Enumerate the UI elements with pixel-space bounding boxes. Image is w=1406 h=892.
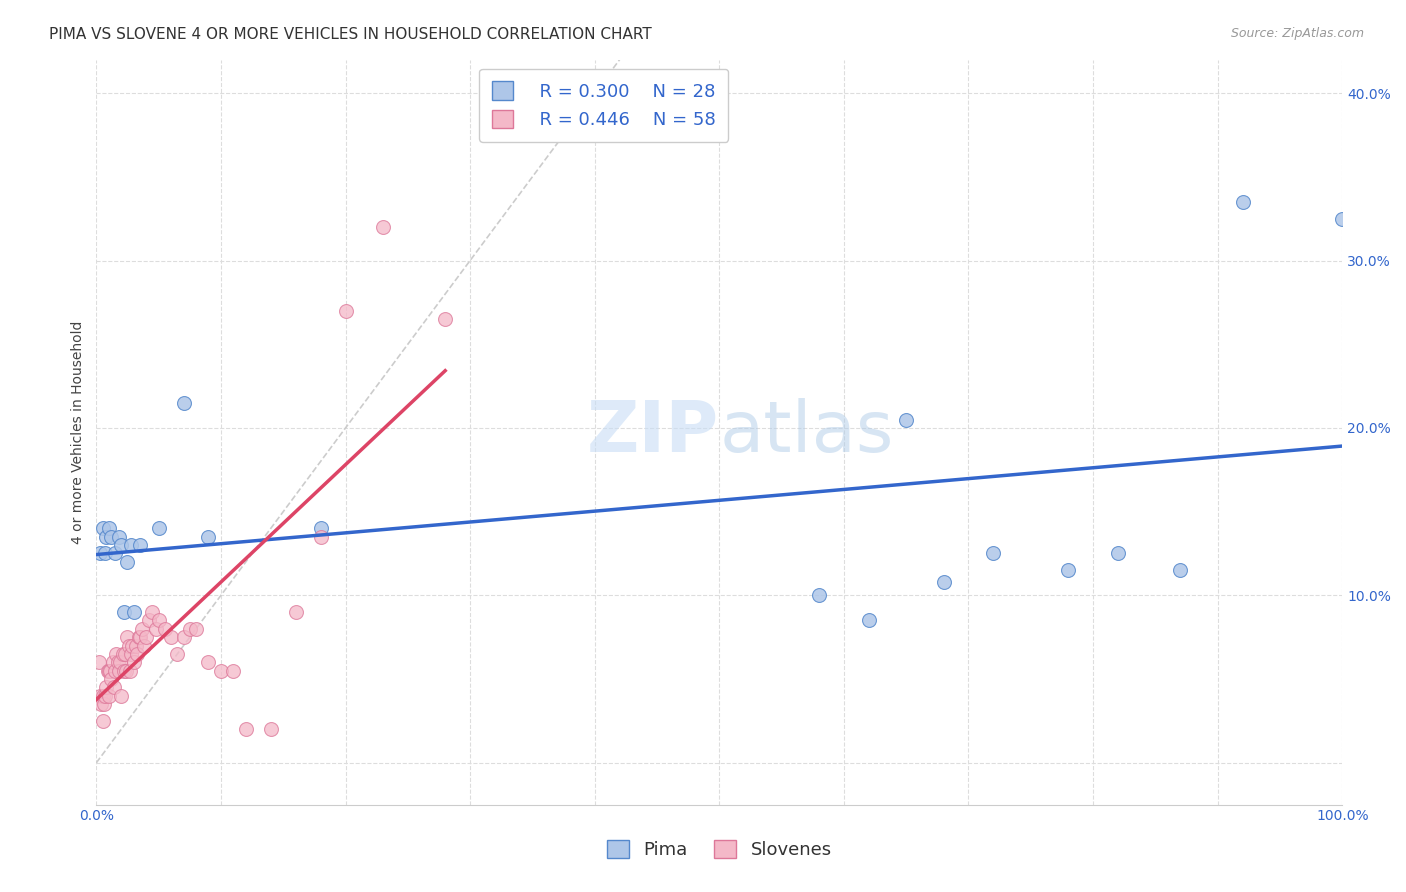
Text: Source: ZipAtlas.com: Source: ZipAtlas.com: [1230, 27, 1364, 40]
Point: [96, 681, 118, 695]
Point: [107, 664, 129, 678]
Point: [90, 697, 112, 711]
Point: [131, 622, 153, 636]
Point: [110, 538, 132, 552]
Point: [91, 714, 114, 728]
Point: [120, 538, 142, 552]
Point: [89, 547, 111, 561]
Legend: Pima, Slovenes: Pima, Slovenes: [596, 829, 842, 870]
Point: [179, 622, 201, 636]
Point: [858, 614, 880, 628]
Point: [97, 689, 120, 703]
Point: [117, 555, 139, 569]
Point: [98, 664, 121, 678]
Point: [125, 639, 148, 653]
Point: [197, 656, 219, 670]
Point: [132, 639, 155, 653]
Point: [197, 530, 219, 544]
Point: [110, 689, 132, 703]
Point: [371, 220, 394, 235]
Point: [309, 521, 332, 535]
Point: [135, 630, 157, 644]
Point: [87, 656, 110, 670]
Point: [129, 538, 152, 552]
Point: [1331, 211, 1354, 226]
Point: [983, 547, 1005, 561]
Point: [107, 530, 129, 544]
Point: [260, 723, 283, 737]
Point: [115, 664, 138, 678]
Point: [145, 622, 167, 636]
Point: [166, 647, 188, 661]
Text: PIMA VS SLOVENE 4 OR MORE VEHICLES IN HOUSEHOLD CORRELATION CHART: PIMA VS SLOVENE 4 OR MORE VEHICLES IN HO…: [49, 27, 652, 42]
Point: [100, 530, 122, 544]
Point: [1057, 563, 1080, 577]
Point: [105, 647, 128, 661]
Point: [1107, 547, 1129, 561]
Point: [335, 303, 357, 318]
Point: [148, 614, 170, 628]
Point: [93, 697, 115, 711]
Point: [138, 614, 160, 628]
Point: [932, 574, 955, 589]
Point: [173, 396, 195, 410]
Y-axis label: 4 or more Vehicles in Household: 4 or more Vehicles in Household: [72, 320, 86, 544]
Point: [1232, 194, 1254, 209]
Text: ZIP: ZIP: [588, 398, 720, 467]
Point: [173, 630, 195, 644]
Point: [97, 664, 120, 678]
Point: [118, 639, 141, 653]
Point: [153, 622, 176, 636]
Point: [112, 664, 135, 678]
Point: [94, 547, 117, 561]
Point: [235, 723, 257, 737]
Point: [97, 521, 120, 535]
Point: [117, 630, 139, 644]
Point: [807, 588, 830, 602]
Point: [1168, 563, 1191, 577]
Point: [184, 622, 207, 636]
Point: [112, 605, 135, 619]
Point: [96, 530, 118, 544]
Point: [148, 521, 170, 535]
Text: atlas: atlas: [720, 398, 894, 467]
Point: [94, 689, 117, 703]
Point: [107, 656, 129, 670]
Point: [111, 647, 134, 661]
Point: [129, 630, 152, 644]
Point: [120, 647, 142, 661]
Point: [141, 605, 163, 619]
Point: [222, 664, 245, 678]
Point: [104, 664, 127, 678]
Point: [103, 681, 125, 695]
Point: [100, 672, 122, 686]
Point: [434, 312, 457, 326]
Point: [118, 664, 141, 678]
Point: [121, 639, 143, 653]
Point: [209, 664, 232, 678]
Point: [91, 521, 114, 535]
Point: [101, 656, 124, 670]
Point: [91, 689, 114, 703]
Point: [108, 656, 131, 670]
Point: [160, 630, 183, 644]
Point: [114, 647, 136, 661]
Point: [122, 656, 145, 670]
Point: [896, 412, 918, 426]
Point: [104, 547, 127, 561]
Point: [127, 647, 149, 661]
Point: [89, 689, 111, 703]
Point: [128, 630, 150, 644]
Point: [284, 605, 307, 619]
Point: [97, 664, 120, 678]
Point: [122, 605, 145, 619]
Point: [309, 530, 332, 544]
